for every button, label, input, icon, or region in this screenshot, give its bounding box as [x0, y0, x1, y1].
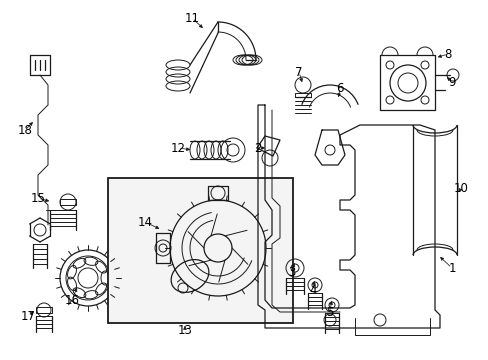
Text: 8: 8 — [444, 48, 451, 60]
Text: 10: 10 — [453, 181, 468, 194]
Bar — [108, 178, 292, 323]
Text: 6: 6 — [336, 81, 343, 94]
Text: 12: 12 — [170, 141, 185, 154]
Text: 16: 16 — [64, 293, 80, 306]
Text: 9: 9 — [447, 76, 455, 89]
Bar — [60, 199, 76, 205]
Text: 17: 17 — [20, 310, 36, 323]
Text: 1: 1 — [447, 261, 455, 274]
Text: 11: 11 — [184, 12, 199, 24]
Text: 2: 2 — [254, 141, 261, 154]
Text: 3: 3 — [288, 266, 295, 279]
Text: 18: 18 — [18, 123, 32, 136]
Text: 7: 7 — [295, 66, 302, 78]
Bar — [294, 93, 310, 97]
Bar — [36, 307, 52, 313]
Text: 15: 15 — [30, 192, 45, 204]
Text: 14: 14 — [137, 216, 152, 229]
Text: 4: 4 — [308, 284, 316, 297]
Text: 5: 5 — [325, 306, 333, 319]
Text: 13: 13 — [177, 324, 192, 337]
